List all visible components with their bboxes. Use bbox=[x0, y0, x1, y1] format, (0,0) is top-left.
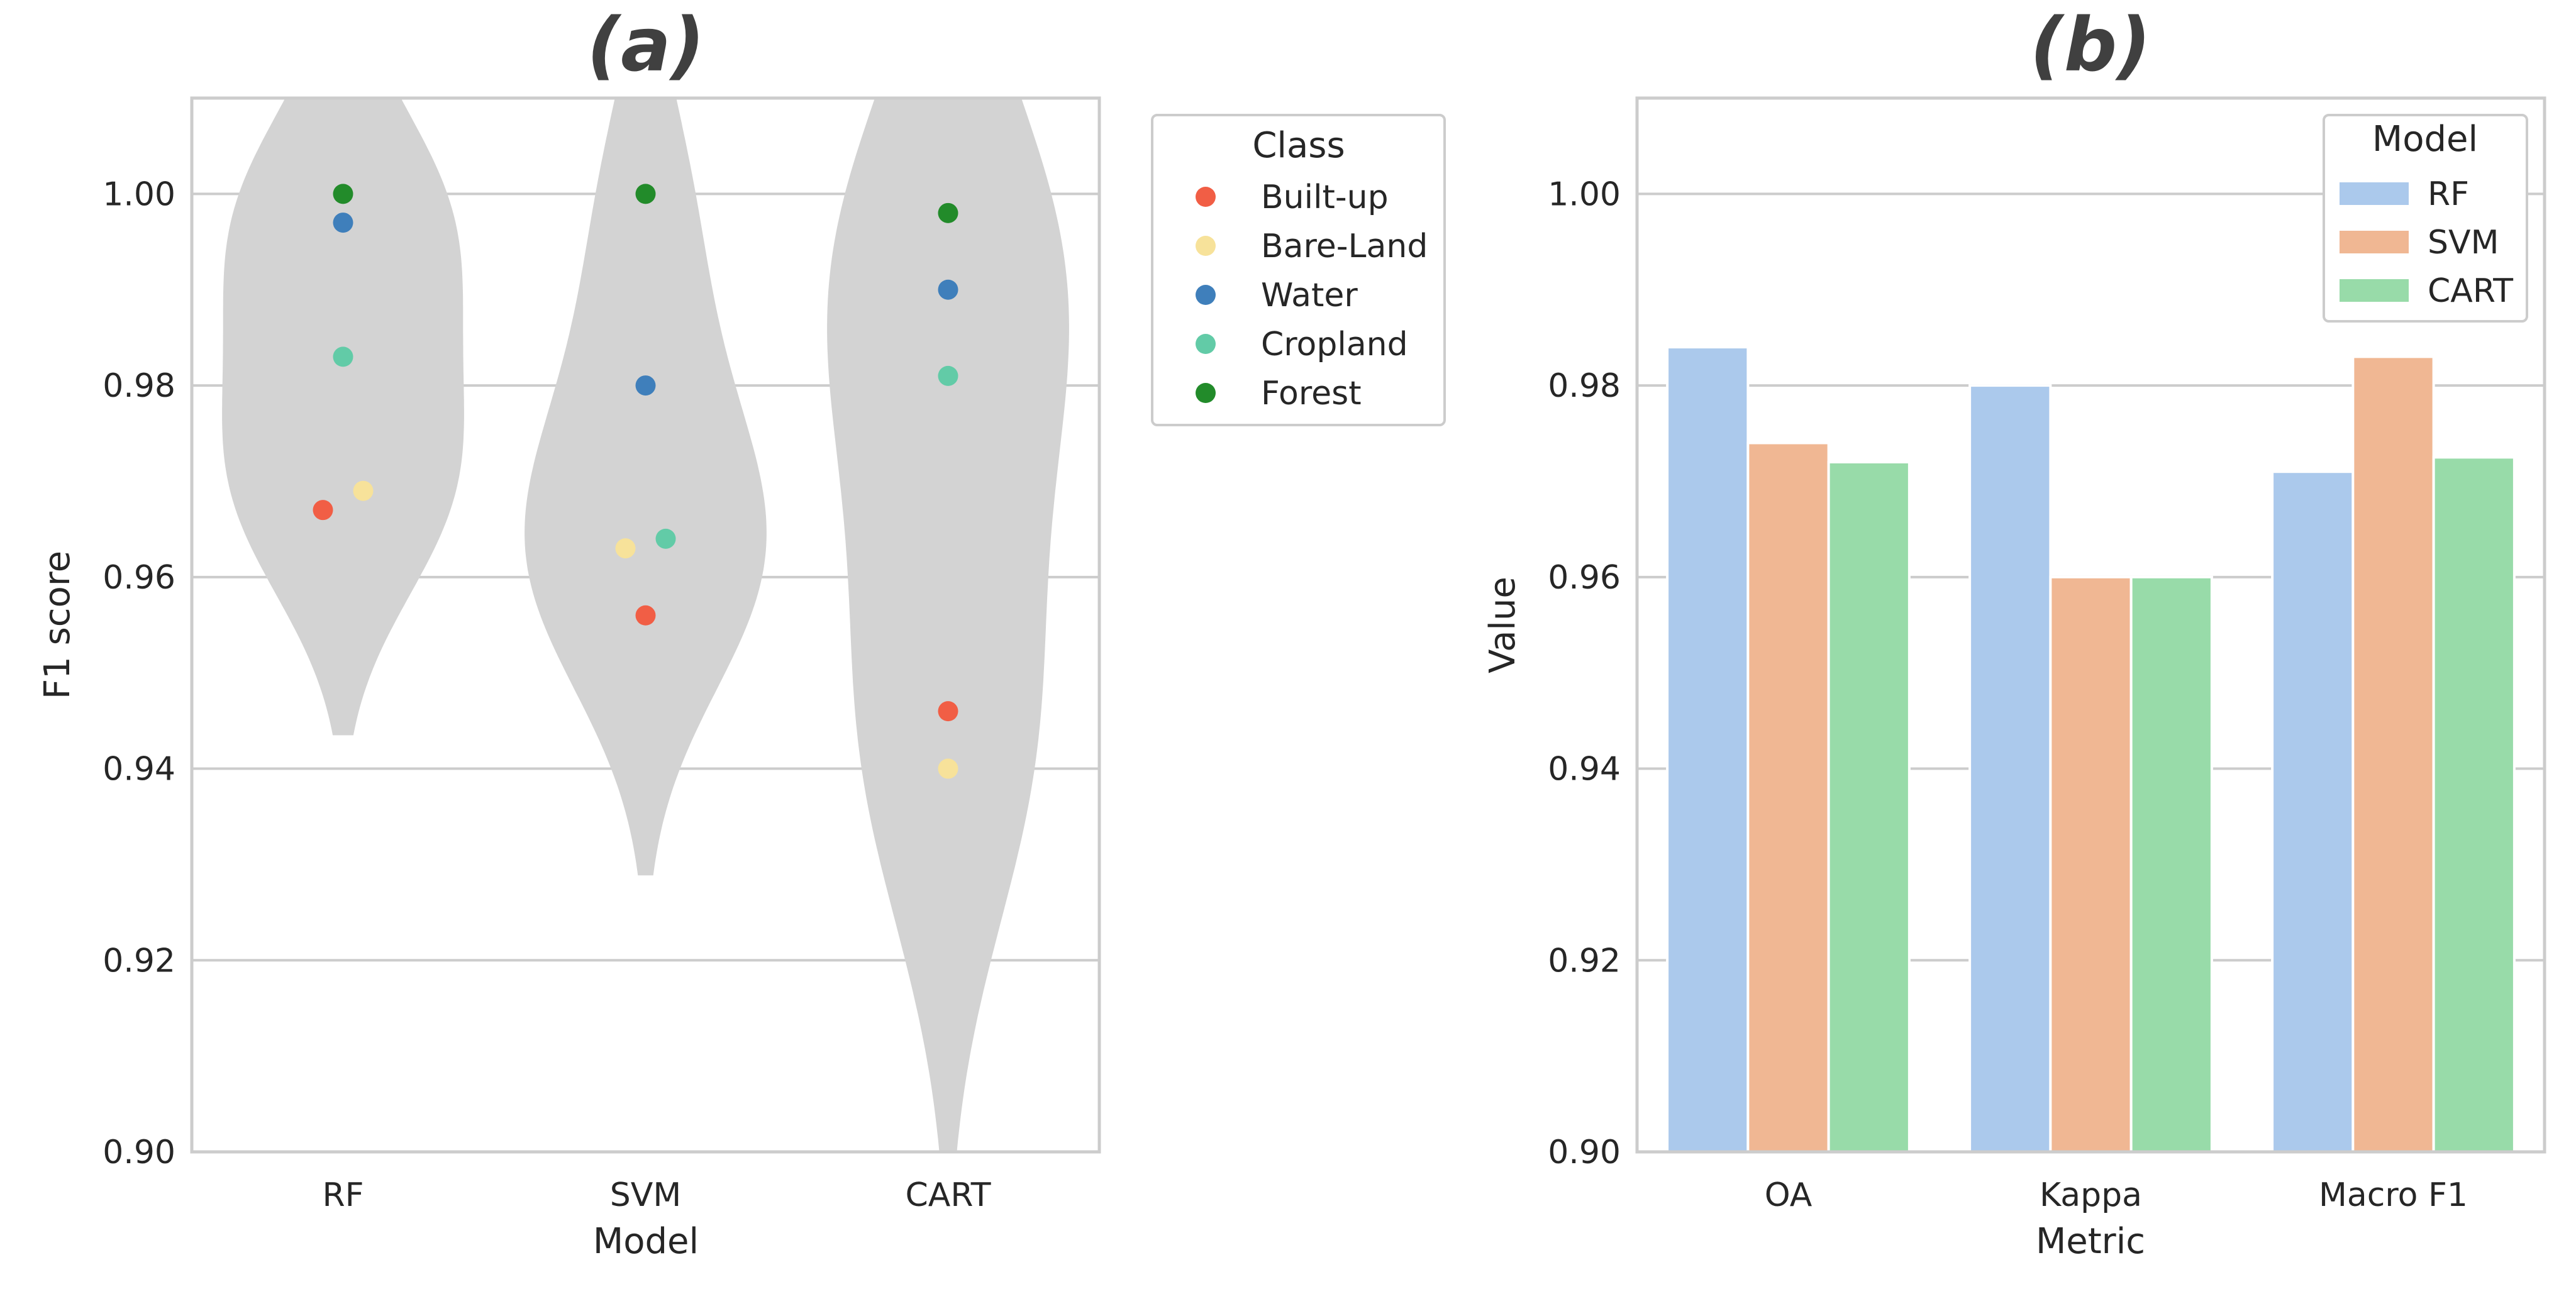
bar-oa-rf bbox=[1666, 346, 1750, 1153]
legend-swatch-cart bbox=[2340, 279, 2409, 302]
bar-macro-f1-cart bbox=[2432, 456, 2516, 1153]
panel-a-y-ticks: 0.90 0.92 0.94 0.96 0.98 1.00 bbox=[103, 175, 175, 1171]
point-svm-built-up bbox=[635, 605, 656, 626]
panel-a-y-tick-label: 0.92 bbox=[103, 942, 175, 980]
panel-a-x-tick-label-cart: CART bbox=[906, 1176, 991, 1214]
legend-label-built-up: Built-up bbox=[1261, 179, 1389, 216]
panel-a-frame bbox=[190, 96, 1101, 1154]
panel-b-y-tick-label: 0.92 bbox=[1548, 942, 1621, 980]
legend-marker-water bbox=[1196, 285, 1216, 305]
panel-b-y-tick-label: 1.00 bbox=[1548, 175, 1621, 213]
panel-b-y-ticks: 0.90 0.92 0.94 0.96 0.98 1.00 bbox=[1548, 175, 1621, 1171]
bar-macro-f1-rf bbox=[2271, 470, 2355, 1154]
panel-a-x-ticks: RF SVM CART bbox=[322, 1176, 991, 1214]
legend-label-cart: CART bbox=[2428, 272, 2513, 310]
point-cart-built-up bbox=[938, 701, 958, 722]
panel-a-y-axis-label: F1 score bbox=[37, 551, 78, 699]
legend-label-bare-land: Bare-Land bbox=[1261, 228, 1428, 265]
panel-b-bars bbox=[1666, 346, 2516, 1154]
panel-a-y-tick-label: 0.96 bbox=[103, 559, 175, 597]
panel-b-x-ticks: OA Kappa Macro F1 bbox=[1765, 1176, 2468, 1214]
panel-a-x-tick-label-rf: RF bbox=[322, 1176, 364, 1214]
panel-b-x-tick-label-kappa: Kappa bbox=[2040, 1176, 2142, 1214]
panel-a-legend-items: Built-up Bare-Land Water Cropland Forest bbox=[1196, 179, 1428, 412]
point-rf-bare-land bbox=[353, 480, 374, 501]
legend-label-rf: RF bbox=[2428, 175, 2469, 213]
panel-b-y-tick-label: 0.96 bbox=[1548, 559, 1621, 597]
violin-cart bbox=[827, 98, 1069, 1152]
legend-marker-built-up bbox=[1196, 187, 1216, 207]
panel-b-x-tick-label-macro-f1: Macro F1 bbox=[2319, 1176, 2468, 1214]
panel-a-legend: Class Built-up Bare-Land Water Cropland Fore… bbox=[1151, 114, 1446, 426]
legend-label-cropland: Cropland bbox=[1261, 326, 1408, 363]
point-svm-water bbox=[635, 375, 656, 396]
point-svm-cropland bbox=[655, 528, 676, 549]
panel-b-y-tick-label: 0.98 bbox=[1548, 367, 1621, 405]
panel-a-legend-title: Class bbox=[1252, 125, 1345, 166]
point-cart-water bbox=[938, 279, 958, 300]
panel-a-violins bbox=[222, 98, 1069, 1152]
panel-b-x-tick-label-oa: OA bbox=[1765, 1176, 1813, 1214]
point-cart-bare-land bbox=[938, 758, 958, 779]
panel-a-points bbox=[313, 184, 958, 779]
panel-a-x-axis-label: Model bbox=[593, 1221, 699, 1262]
panel-b-legend-title: Model bbox=[2372, 119, 2478, 160]
point-rf-built-up bbox=[313, 500, 333, 521]
bar-kappa-svm bbox=[2049, 575, 2133, 1153]
panel-b-bar-chart: (b) 0.90 0.92 0.94 0.96 0.98 1.00 OA Kappa Macr… bbox=[1482, 1, 2546, 1262]
bar-macro-f1-svm bbox=[2351, 355, 2435, 1153]
panel-b-y-tick-label: 0.90 bbox=[1548, 1134, 1621, 1171]
legend-swatch-svm bbox=[2340, 231, 2409, 253]
legend-marker-cropland bbox=[1196, 334, 1216, 354]
legend-marker-forest bbox=[1196, 383, 1216, 403]
panel-a-title: (a) bbox=[587, 1, 705, 88]
panel-b-legend-items: RF SVM CART bbox=[2340, 175, 2513, 310]
point-svm-bare-land bbox=[615, 538, 636, 559]
point-rf-water bbox=[333, 213, 353, 233]
panel-a-y-tick-label: 0.90 bbox=[103, 1134, 175, 1171]
legend-label-water: Water bbox=[1261, 277, 1358, 314]
point-cart-cropland bbox=[938, 365, 958, 386]
panel-a-violin-chart: (a) 0.90 0.92 0.94 0.96 0.98 1.00 RF SVM CART M… bbox=[37, 1, 1446, 1262]
panel-b-x-axis-label: Metric bbox=[2036, 1221, 2145, 1262]
panel-b-frame bbox=[1635, 96, 2546, 1154]
bar-kappa-rf bbox=[1968, 384, 2052, 1153]
point-rf-cropland bbox=[333, 346, 353, 367]
legend-label-svm: SVM bbox=[2428, 224, 2499, 262]
panel-a-y-tick-label: 1.00 bbox=[103, 175, 175, 213]
violin-svm bbox=[525, 98, 767, 876]
panel-a-legend-box bbox=[1151, 114, 1446, 426]
point-rf-forest bbox=[333, 184, 353, 204]
panel-b-legend: Model RF SVM CART bbox=[2323, 114, 2528, 323]
panel-a-x-tick-label-svm: SVM bbox=[610, 1176, 681, 1214]
bar-oa-svm bbox=[1746, 441, 1830, 1154]
legend-marker-bare-land bbox=[1196, 236, 1216, 256]
panel-a-y-tick-label: 0.98 bbox=[103, 367, 175, 405]
bar-kappa-cart bbox=[2129, 575, 2213, 1153]
legend-label-forest: Forest bbox=[1261, 375, 1362, 412]
point-svm-forest bbox=[635, 184, 656, 204]
violin-rf bbox=[222, 98, 464, 736]
point-cart-forest bbox=[938, 202, 958, 223]
bar-oa-cart bbox=[1827, 460, 1911, 1153]
panel-b-y-tick-label: 0.94 bbox=[1548, 751, 1621, 788]
legend-swatch-rf bbox=[2340, 182, 2409, 205]
panel-b-legend-box bbox=[2323, 114, 2528, 323]
panel-b-title: (b) bbox=[2030, 1, 2151, 88]
panel-a-y-tick-label: 0.94 bbox=[103, 751, 175, 788]
panel-b-y-axis-label: Value bbox=[1482, 577, 1523, 673]
